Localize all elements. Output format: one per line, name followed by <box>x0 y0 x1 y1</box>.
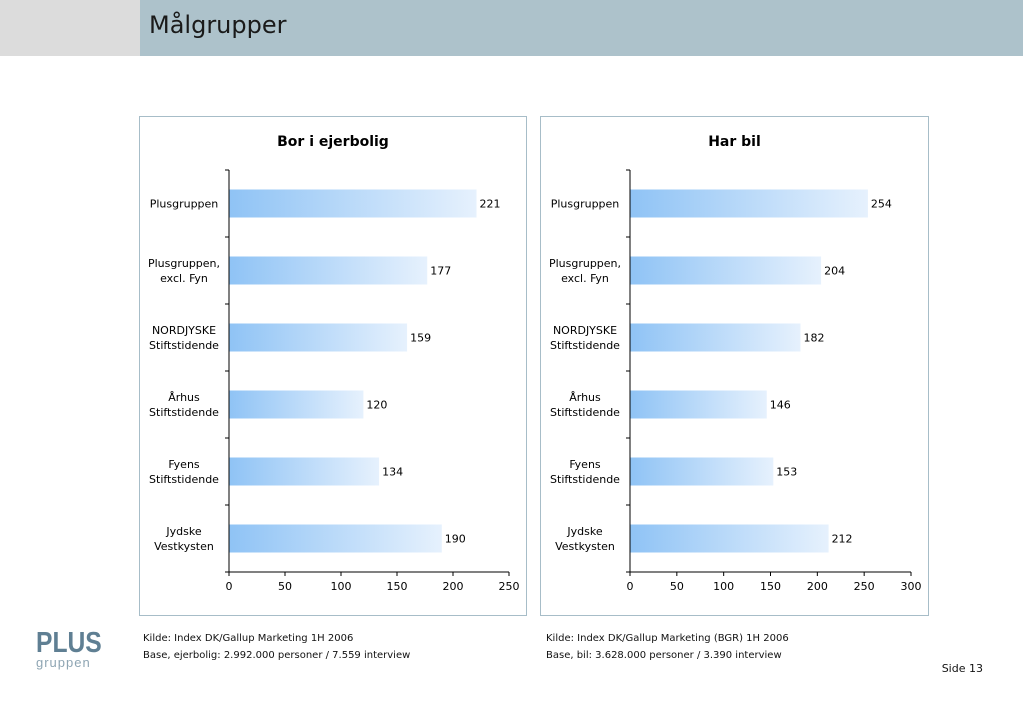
category-label: Jydske <box>566 525 602 538</box>
x-tick-label: 0 <box>627 580 634 593</box>
data-label: 177 <box>430 265 451 278</box>
bar <box>229 256 428 285</box>
x-tick-label: 0 <box>226 580 233 593</box>
x-tick-label: 100 <box>331 580 352 593</box>
bar <box>630 390 767 419</box>
footnote-left: Kilde: Index DK/Gallup Marketing 1H 2006… <box>143 630 410 664</box>
logo-text: PLUS <box>36 627 102 659</box>
header-bar: Målgrupper <box>140 0 1023 56</box>
chart-panel-har-bil: Har bil 254 Plusgruppen 204 Plusgruppen, exc… <box>540 116 929 616</box>
data-label: 159 <box>410 332 431 345</box>
x-tick-label: 150 <box>387 580 408 593</box>
footnote-source: Kilde: Index DK/Gallup Marketing 1H 2006 <box>143 633 354 644</box>
chart-panel-ejerbolig: Bor i ejerbolig 221 Plusgruppen 177 Plusgru… <box>139 116 527 616</box>
page-number: Side 13 <box>941 662 983 675</box>
x-tick-label: 50 <box>670 580 684 593</box>
x-tick-label: 250 <box>854 580 875 593</box>
bar <box>630 256 822 285</box>
x-tick-label: 200 <box>443 580 464 593</box>
category-label: Stiftstidende <box>550 473 620 486</box>
data-label: 204 <box>824 265 845 278</box>
data-label: 254 <box>871 198 892 211</box>
x-tick-label: 200 <box>807 580 828 593</box>
chart-har-bil: 254 Plusgruppen 204 Plusgruppen, excl. Fyn 18… <box>549 169 922 593</box>
category-label: Plusgruppen <box>150 198 219 211</box>
category-label: Fyens <box>569 458 601 471</box>
category-label: excl. Fyn <box>160 272 208 285</box>
data-label: 190 <box>445 533 466 546</box>
category-label: Århus <box>569 391 601 404</box>
category-label: Fyens <box>168 458 200 471</box>
page-title: Målgrupper <box>149 11 287 39</box>
bar <box>229 390 364 419</box>
data-label: 153 <box>776 466 797 479</box>
x-tick-label: 100 <box>713 580 734 593</box>
chart-ejerbolig: 221 Plusgruppen 177 Plusgruppen, excl. Fyn 15… <box>148 169 520 593</box>
category-label: excl. Fyn <box>561 272 609 285</box>
x-tick-label: 250 <box>499 580 520 593</box>
footnote-source: Kilde: Index DK/Gallup Marketing (BGR) 1… <box>546 633 789 644</box>
bar <box>630 524 829 553</box>
category-label: Stiftstidende <box>149 406 219 419</box>
bar <box>630 457 774 486</box>
category-label: Århus <box>168 391 200 404</box>
data-label: 182 <box>803 332 824 345</box>
x-tick-label: 150 <box>760 580 781 593</box>
category-label: Vestkysten <box>154 540 214 553</box>
data-label: 134 <box>382 466 403 479</box>
logo-subtext: gruppen <box>36 655 91 670</box>
x-tick-label: 300 <box>901 580 922 593</box>
bar <box>229 457 380 486</box>
bar <box>630 323 801 352</box>
chart-title: Har bil <box>708 134 761 150</box>
plusgruppen-logo: PLUS gruppen <box>36 628 106 676</box>
category-label: Stiftstidende <box>550 339 620 352</box>
category-label: NORDJYSKE <box>152 324 216 337</box>
footnote-base: Base, ejerbolig: 2.992.000 personer / 7.… <box>143 650 411 661</box>
bar <box>229 323 408 352</box>
category-label: Stiftstidende <box>149 473 219 486</box>
bar <box>229 524 442 553</box>
chart-title: Bor i ejerbolig <box>277 134 389 150</box>
x-tick-label: 50 <box>278 580 292 593</box>
category-label: Plusgruppen <box>551 198 620 211</box>
data-label: 146 <box>770 399 791 412</box>
category-label: Jydske <box>165 525 201 538</box>
category-label: Stiftstidende <box>149 339 219 352</box>
header-left-block <box>0 0 140 56</box>
data-label: 120 <box>366 399 387 412</box>
category-label: Plusgruppen, <box>549 257 621 270</box>
category-label: Plusgruppen, <box>148 257 220 270</box>
category-label: NORDJYSKE <box>553 324 617 337</box>
footnote-base: Base, bil: 3.628.000 personer / 3.390 in… <box>546 650 782 661</box>
bar <box>229 189 477 218</box>
footnote-right: Kilde: Index DK/Gallup Marketing (BGR) 1… <box>546 630 789 664</box>
category-label: Stiftstidende <box>550 406 620 419</box>
bar <box>630 189 868 218</box>
data-label: 221 <box>480 198 501 211</box>
data-label: 212 <box>832 533 853 546</box>
category-label: Vestkysten <box>555 540 615 553</box>
